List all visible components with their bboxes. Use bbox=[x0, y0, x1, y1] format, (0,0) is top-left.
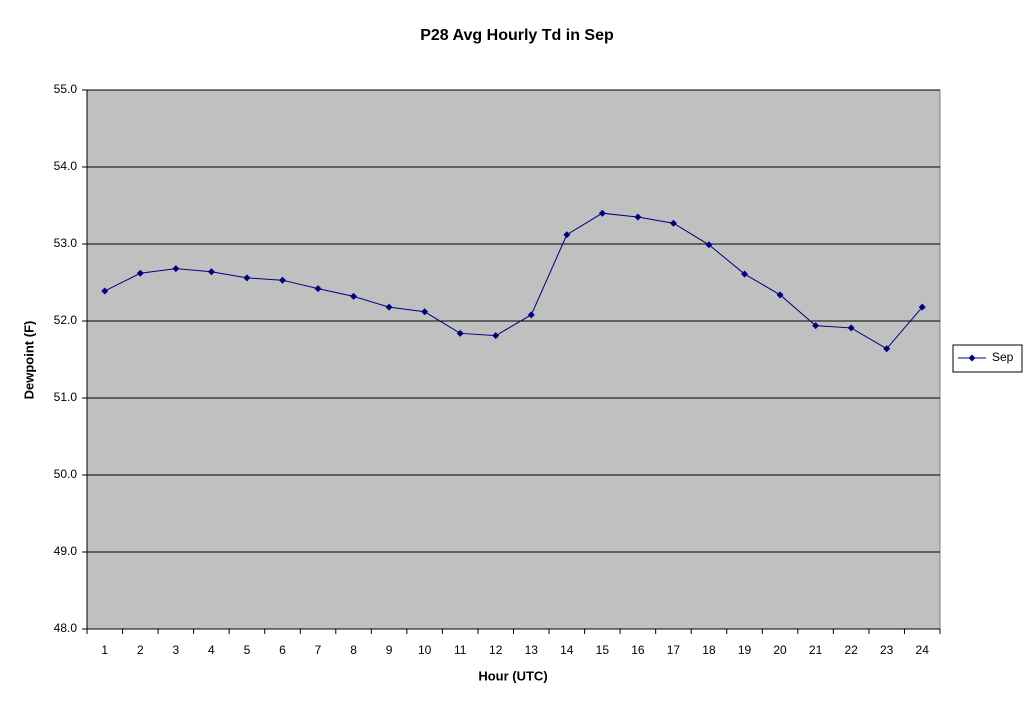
x-tick-label: 8 bbox=[350, 643, 357, 657]
x-tick-label: 10 bbox=[418, 643, 432, 657]
x-tick-label: 12 bbox=[489, 643, 503, 657]
data-point bbox=[527, 311, 535, 319]
x-axis-label: Hour (UTC) bbox=[478, 668, 547, 683]
x-tick-label: 17 bbox=[667, 643, 681, 657]
y-tick-label: 55.0 bbox=[54, 82, 78, 96]
y-tick-label: 50.0 bbox=[54, 467, 78, 481]
x-tick-label: 11 bbox=[454, 643, 467, 657]
x-tick-label: 13 bbox=[525, 643, 539, 657]
data-point bbox=[634, 213, 642, 221]
chart-title: P28 Avg Hourly Td in Sep bbox=[420, 27, 614, 44]
x-tick-label: 21 bbox=[809, 643, 823, 657]
x-tick-label: 22 bbox=[844, 643, 858, 657]
data-point bbox=[669, 219, 677, 227]
x-tick-label: 7 bbox=[315, 643, 322, 657]
legend-label: Sep bbox=[992, 350, 1014, 364]
data-point bbox=[812, 322, 820, 330]
x-tick-label: 19 bbox=[738, 643, 752, 657]
data-point bbox=[243, 274, 251, 282]
legend-marker bbox=[968, 354, 976, 362]
data-point bbox=[385, 303, 393, 311]
plot-area bbox=[86, 89, 941, 630]
data-point bbox=[278, 276, 286, 284]
data-point bbox=[563, 231, 571, 239]
y-tick-label: 52.0 bbox=[54, 313, 78, 327]
y-axis-label: Dewpoint (F) bbox=[21, 321, 36, 400]
x-tick-label: 14 bbox=[560, 643, 574, 657]
data-point bbox=[776, 291, 784, 299]
x-tick-label: 5 bbox=[244, 643, 251, 657]
x-tick-label: 3 bbox=[173, 643, 180, 657]
x-tick-label: 2 bbox=[137, 643, 144, 657]
data-point bbox=[350, 292, 358, 300]
x-tick-label: 6 bbox=[279, 643, 286, 657]
data-point bbox=[456, 329, 464, 337]
x-tick-label: 20 bbox=[773, 643, 787, 657]
data-point bbox=[172, 265, 180, 273]
data-point bbox=[741, 270, 749, 278]
y-tick-label: 48.0 bbox=[54, 621, 78, 635]
data-point bbox=[207, 268, 215, 276]
x-tick-label: 4 bbox=[208, 643, 215, 657]
data-point bbox=[101, 287, 109, 295]
x-tick-label: 23 bbox=[880, 643, 894, 657]
data-point bbox=[136, 269, 144, 277]
x-tick-label: 16 bbox=[631, 643, 645, 657]
data-point bbox=[705, 241, 713, 249]
data-point bbox=[492, 332, 500, 340]
data-point bbox=[918, 303, 926, 311]
y-tick-label: 54.0 bbox=[54, 159, 78, 173]
data-point bbox=[314, 285, 322, 293]
x-tick-label: 15 bbox=[596, 643, 610, 657]
x-tick-label: 24 bbox=[916, 643, 930, 657]
x-tick-label: 1 bbox=[101, 643, 108, 657]
data-point bbox=[883, 345, 891, 353]
y-tick-label: 51.0 bbox=[54, 390, 78, 404]
data-point bbox=[421, 308, 429, 316]
x-tick-label: 9 bbox=[386, 643, 393, 657]
y-tick-label: 53.0 bbox=[54, 236, 78, 250]
series-line bbox=[104, 212, 923, 350]
y-tick-label: 49.0 bbox=[54, 544, 78, 558]
x-tick-label: 18 bbox=[702, 643, 716, 657]
data-point bbox=[847, 324, 855, 332]
data-point bbox=[598, 209, 606, 217]
